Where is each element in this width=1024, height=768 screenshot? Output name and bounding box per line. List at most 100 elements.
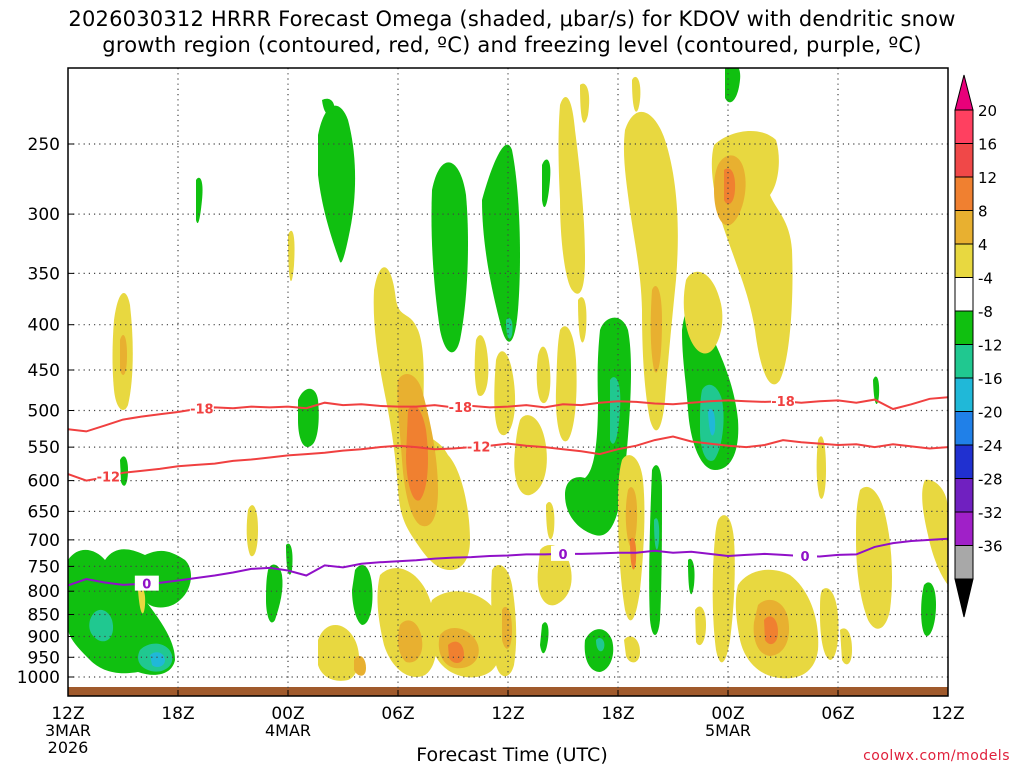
colorbar-level-label: -16 bbox=[978, 370, 1003, 388]
omega-region bbox=[840, 628, 852, 665]
colorbar-swatch bbox=[954, 478, 974, 513]
y-tick-label: 750 bbox=[28, 557, 60, 577]
omega-region bbox=[89, 609, 114, 642]
chart-title-line1: 2026030312 HRRR Forecast Omega (shaded, … bbox=[68, 7, 956, 31]
omega-region bbox=[150, 652, 165, 668]
contour--12C-line bbox=[68, 435, 948, 482]
y-tick-label: 700 bbox=[28, 531, 60, 551]
omega-region bbox=[288, 230, 295, 282]
colorbar-swatch bbox=[954, 310, 974, 345]
y-tick-label: 800 bbox=[28, 582, 60, 602]
colorbar-swatch bbox=[954, 377, 974, 412]
colorbar-level-label: -24 bbox=[978, 437, 1003, 455]
omega-region bbox=[688, 558, 695, 595]
omega-region bbox=[683, 271, 723, 354]
omega-region bbox=[558, 97, 585, 294]
contour-label: 0 bbox=[800, 550, 809, 565]
y-tick-label: 450 bbox=[28, 361, 60, 381]
contour-label-bg bbox=[771, 393, 795, 409]
x-date-label: 5MAR bbox=[705, 721, 751, 740]
colorbar-swatch bbox=[954, 277, 974, 312]
y-tick-label: 1000 bbox=[17, 668, 60, 688]
contour-label: -12 bbox=[467, 441, 491, 456]
x-axis-label: Forecast Time (UTC) bbox=[416, 744, 608, 766]
contour-label-bg bbox=[793, 548, 817, 564]
omega-region bbox=[584, 629, 614, 672]
chart-title: 2026030312 HRRR Forecast Omega (shaded, … bbox=[0, 6, 1024, 58]
omega-region bbox=[712, 515, 735, 663]
colorbar-swatch bbox=[954, 210, 974, 245]
omega-region bbox=[514, 415, 547, 496]
omega-region bbox=[764, 616, 778, 645]
omega-region bbox=[448, 641, 464, 664]
omega-region bbox=[318, 625, 360, 681]
colorbar-level-label: 16 bbox=[978, 136, 997, 154]
x-date-label: 4MAR bbox=[265, 721, 311, 740]
omega-region bbox=[246, 505, 258, 557]
colorbar-swatch bbox=[954, 109, 974, 144]
omega-region bbox=[922, 479, 948, 585]
x-tick-label: 12Z bbox=[491, 704, 524, 724]
colorbar-level-label: 8 bbox=[978, 203, 988, 221]
omega-region bbox=[266, 564, 283, 623]
colorbar-level-label: -8 bbox=[978, 303, 993, 321]
contour-label-bg bbox=[189, 400, 214, 416]
omega-region bbox=[494, 351, 516, 436]
omega-region bbox=[546, 502, 555, 540]
omega-region bbox=[623, 111, 678, 431]
omega-region bbox=[120, 456, 128, 486]
colorbar-level-label: -20 bbox=[978, 404, 1003, 422]
colorbar: 20 16 12 8 4 -4 -8 -12 -16 -20 -24 -28 -32 -36 bbox=[954, 74, 1003, 618]
omega-region bbox=[708, 408, 716, 436]
omega-region bbox=[596, 637, 605, 652]
contour-label: -18 bbox=[771, 395, 795, 410]
omega-region bbox=[406, 405, 428, 501]
x-tick-label: 18Z bbox=[161, 704, 194, 724]
y-tick-label: 500 bbox=[28, 402, 60, 422]
x-tick-label: 12Z bbox=[931, 704, 964, 724]
omega-region bbox=[921, 582, 936, 636]
colorbar-swatch bbox=[954, 545, 974, 580]
colorbar-level-label: -28 bbox=[978, 471, 1003, 489]
omega-region bbox=[474, 335, 489, 396]
omega-region bbox=[654, 518, 660, 550]
y-tick-label: 550 bbox=[28, 438, 60, 458]
x-tick-label: 00Z bbox=[711, 704, 744, 724]
colorbar-swatch bbox=[954, 176, 974, 211]
omega-region bbox=[624, 636, 640, 663]
omega-region bbox=[120, 335, 127, 375]
omega-region bbox=[725, 68, 741, 103]
colorbar-level-label: -36 bbox=[978, 538, 1003, 556]
colorbar-bottom-triangle bbox=[954, 578, 974, 618]
contour-label: 0 bbox=[142, 578, 151, 593]
contour-label: 0 bbox=[558, 548, 567, 563]
omega-region bbox=[625, 487, 638, 548]
omega-region bbox=[352, 565, 373, 625]
colorbar-level-label: 4 bbox=[978, 236, 988, 254]
colorbar-level-label: -32 bbox=[978, 504, 1003, 522]
y-tick-label: 250 bbox=[28, 135, 60, 155]
contour-layer: -18 -18 -18 -12 -12 0 0 0 bbox=[68, 393, 948, 593]
omega-region bbox=[856, 486, 892, 629]
y-tick-label: 600 bbox=[28, 472, 60, 492]
x-tick-label: 06Z bbox=[821, 704, 854, 724]
colorbar-top-triangle bbox=[954, 74, 974, 111]
contour-label: -18 bbox=[190, 402, 214, 417]
omega-region bbox=[354, 655, 366, 676]
y-tick-label: 400 bbox=[28, 316, 60, 336]
colorbar-swatch bbox=[954, 511, 974, 546]
omega-region bbox=[322, 98, 335, 116]
omega-region bbox=[482, 144, 520, 342]
contour-label-bg bbox=[551, 545, 575, 561]
y-tick-label: 850 bbox=[28, 606, 60, 626]
colorbar-level-label: 12 bbox=[978, 169, 997, 187]
omega-region bbox=[650, 285, 662, 373]
omega-region bbox=[398, 620, 423, 663]
contour-label: -18 bbox=[449, 401, 473, 416]
y-tick-label: 950 bbox=[28, 648, 60, 668]
omega-region bbox=[542, 159, 551, 208]
colorbar-swatch bbox=[954, 143, 974, 178]
omega-region bbox=[724, 168, 736, 205]
